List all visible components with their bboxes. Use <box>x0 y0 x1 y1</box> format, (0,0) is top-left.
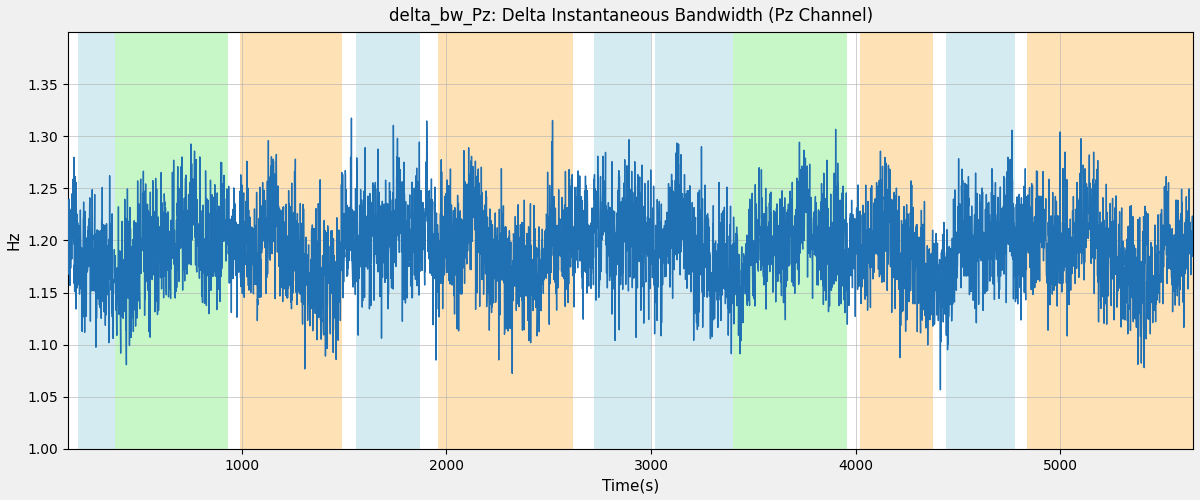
Title: delta_bw_Pz: Delta Instantaneous Bandwidth (Pz Channel): delta_bw_Pz: Delta Instantaneous Bandwid… <box>389 7 872 25</box>
Bar <box>733 32 847 449</box>
Bar <box>115 32 228 449</box>
Bar <box>946 32 1015 449</box>
Bar <box>240 32 342 449</box>
Bar <box>859 32 934 449</box>
X-axis label: Time(s): Time(s) <box>602 478 659 493</box>
Bar <box>438 32 574 449</box>
Bar <box>594 32 652 449</box>
Y-axis label: Hz: Hz <box>7 230 22 250</box>
Bar <box>655 32 733 449</box>
Bar <box>356 32 420 449</box>
Bar <box>1027 32 1193 449</box>
Bar <box>78 32 115 449</box>
